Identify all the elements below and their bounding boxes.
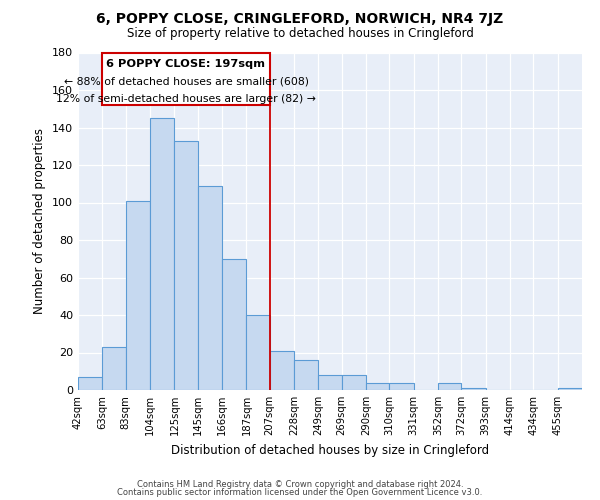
Bar [557, 388, 582, 390]
Bar [175, 140, 197, 390]
Bar [438, 382, 461, 390]
Bar [366, 382, 389, 390]
Bar [222, 259, 247, 390]
Y-axis label: Number of detached properties: Number of detached properties [34, 128, 46, 314]
Bar [78, 377, 103, 390]
Text: Contains public sector information licensed under the Open Government Licence v3: Contains public sector information licen… [118, 488, 482, 497]
Bar [125, 200, 150, 390]
Bar [341, 375, 366, 390]
Text: Contains HM Land Registry data © Crown copyright and database right 2024.: Contains HM Land Registry data © Crown c… [137, 480, 463, 489]
Bar [247, 315, 269, 390]
Text: 6, POPPY CLOSE, CRINGLEFORD, NORWICH, NR4 7JZ: 6, POPPY CLOSE, CRINGLEFORD, NORWICH, NR… [97, 12, 503, 26]
Text: ← 88% of detached houses are smaller (608): ← 88% of detached houses are smaller (60… [64, 77, 308, 87]
Text: 12% of semi-detached houses are larger (82) →: 12% of semi-detached houses are larger (… [56, 94, 316, 104]
Bar [461, 388, 485, 390]
Bar [103, 347, 125, 390]
Text: Size of property relative to detached houses in Cringleford: Size of property relative to detached ho… [127, 28, 473, 40]
Bar [269, 350, 294, 390]
Bar [294, 360, 319, 390]
Bar [389, 382, 413, 390]
Bar [150, 118, 175, 390]
X-axis label: Distribution of detached houses by size in Cringleford: Distribution of detached houses by size … [171, 444, 489, 456]
FancyBboxPatch shape [103, 52, 269, 105]
Bar [197, 186, 222, 390]
Text: 6 POPPY CLOSE: 197sqm: 6 POPPY CLOSE: 197sqm [107, 59, 265, 69]
Bar [319, 375, 341, 390]
